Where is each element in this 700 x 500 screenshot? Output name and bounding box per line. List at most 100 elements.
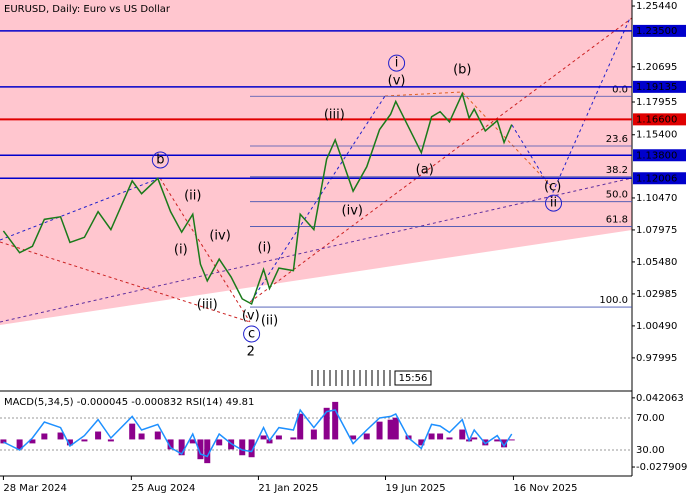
wave-label: (ii)	[184, 189, 201, 204]
wave-circle	[388, 54, 406, 72]
macd-bar	[437, 433, 444, 440]
wave-label: 2	[247, 344, 255, 359]
macd-bar	[471, 437, 478, 440]
macd-bar	[260, 435, 267, 440]
forecast-line	[511, 17, 631, 194]
macd-bar	[323, 407, 330, 440]
macd-bar	[16, 439, 23, 450]
macd-bar	[29, 439, 36, 444]
macd-bar	[350, 435, 357, 440]
x-tick-label: 28 Mar 2024	[3, 483, 66, 494]
macd-bar	[494, 439, 501, 442]
price-line	[2, 91, 513, 306]
macd-tick-label: 0.042063	[636, 393, 684, 404]
x-tick-label: 21 Jan 2025	[258, 483, 318, 494]
macd-bar	[239, 439, 246, 456]
macd-bar	[154, 431, 161, 440]
macd-bar	[508, 439, 515, 441]
wave-label: i	[395, 56, 399, 71]
level-label: 1.19135	[636, 82, 677, 93]
wave-label: (iv)	[342, 204, 363, 219]
macd-bar	[428, 433, 435, 440]
macd-bar	[387, 419, 394, 440]
macd-tick-label: -0.027909	[636, 462, 687, 473]
macd-bar	[290, 437, 297, 440]
macd-bar	[363, 433, 370, 440]
macd-bar	[310, 429, 317, 440]
macd-bar	[197, 439, 204, 460]
level-badge	[633, 80, 686, 93]
macd-bar	[178, 439, 185, 456]
rsi-line	[3, 408, 513, 458]
wave-circle	[243, 325, 261, 343]
y-tick-label: 1.02985	[636, 289, 677, 300]
time-label: 15:56	[399, 373, 428, 384]
macd-bar	[189, 439, 196, 444]
macd-bar	[418, 439, 425, 446]
wave-label: (iii)	[197, 298, 218, 313]
macd-bar	[107, 439, 114, 442]
macd-bar	[57, 432, 64, 440]
fib-label: 50.0	[606, 190, 628, 201]
wave-label: ii	[550, 196, 557, 211]
wave-circle	[151, 151, 169, 169]
wave-circle	[545, 194, 563, 212]
macd-bar	[204, 439, 211, 464]
wave-label: b	[156, 153, 164, 168]
rsi-tick-label: 70.00	[636, 413, 665, 424]
macd-bar	[66, 439, 73, 446]
wave-label: (i)	[174, 243, 188, 258]
fib-label: 61.8	[606, 215, 628, 226]
macd-bar	[41, 433, 48, 440]
macd-bar	[167, 439, 174, 450]
y-tick-label: 1.15400	[636, 130, 677, 141]
y-tick-label: 1.00490	[636, 321, 677, 332]
bar-markers	[311, 370, 391, 386]
level-label: 1.23500	[636, 26, 677, 37]
macd-bar	[81, 439, 88, 442]
trend-line	[249, 17, 633, 303]
trend-line	[251, 95, 386, 301]
wave-label: (c)	[544, 180, 561, 195]
x-tick-label: 25 Aug 2024	[131, 483, 195, 494]
forecast-line	[384, 91, 554, 189]
fib-label: 0.0	[612, 84, 628, 95]
level-label: 1.16600	[636, 114, 677, 125]
macd-bar	[459, 429, 466, 440]
channel-fill	[0, 0, 632, 325]
fib-label: 100.0	[599, 295, 628, 306]
fib-label: 23.6	[606, 134, 628, 145]
x-tick-label: 16 Nov 2025	[513, 483, 577, 494]
rsi-tick-label: 30.00	[636, 445, 665, 456]
macd-bar	[392, 417, 399, 440]
wave-label: (b)	[453, 63, 471, 78]
macd-bar	[248, 439, 255, 458]
y-tick-label: 1.07975	[636, 225, 677, 236]
y-tick-label: 1.10470	[636, 193, 677, 204]
trend-line	[159, 177, 251, 323]
macd-bar	[332, 401, 339, 440]
wave-label: (iii)	[324, 108, 345, 123]
level-badge	[633, 172, 686, 185]
macd-bar	[129, 423, 136, 440]
level-badge	[633, 24, 686, 37]
chart-title: EURUSD, Daily: Euro vs US Dollar	[4, 4, 171, 15]
y-tick-label: 1.20695	[636, 62, 677, 73]
macd-bar	[0, 439, 7, 444]
trend-line	[0, 241, 251, 323]
wave-label: (v)	[388, 74, 406, 89]
wave-label: (ii)	[261, 314, 278, 329]
y-tick-label: 1.25440	[636, 1, 677, 12]
level-badge	[633, 149, 686, 162]
wave-label: (a)	[416, 163, 434, 178]
macd-bar	[297, 413, 304, 440]
indicator-title: MACD(5,34,5) -0.000045 -0.000832 RSI(14)…	[4, 397, 254, 408]
y-tick-label: 0.97995	[636, 353, 677, 364]
wave-label: (iv)	[209, 229, 230, 244]
macd-bar	[216, 439, 223, 446]
macd-bar	[376, 421, 383, 440]
wave-label: c	[248, 326, 255, 341]
y-tick-label: 1.17955	[636, 97, 677, 108]
macd-bar	[501, 439, 508, 448]
